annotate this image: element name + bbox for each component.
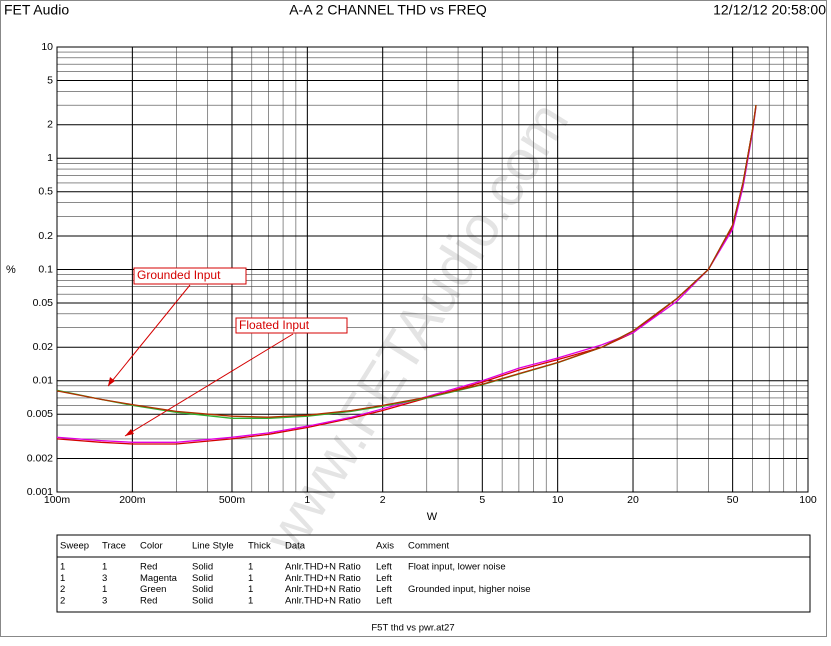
table-header: Line Style <box>192 541 234 552</box>
y-tick-label: 0.2 <box>38 230 53 242</box>
y-tick-label: 0.001 <box>27 486 53 498</box>
x-tick-label: 100m <box>44 494 71 506</box>
y-tick-label: 0.05 <box>33 297 54 309</box>
x-tick-label: 10 <box>552 494 564 506</box>
table-cell: Anlr.THD+N Ratio <box>285 562 361 573</box>
table-cell: Solid <box>192 573 213 584</box>
table-cell: Grounded input, higher noise <box>408 584 531 595</box>
annotation-arrow <box>124 333 294 437</box>
table-cell: 2 <box>60 584 65 595</box>
table-header: Color <box>140 541 163 552</box>
y-axis-label: % <box>6 264 16 276</box>
y-tick-label: 2 <box>47 119 53 131</box>
table-header: Trace <box>102 541 126 552</box>
table-cell: Anlr.THD+N Ratio <box>285 595 361 606</box>
table-cell: Float input, lower noise <box>408 562 506 573</box>
y-tick-label: 0.002 <box>27 452 53 464</box>
header-left: FET Audio <box>4 2 69 18</box>
header-right: 12/12/12 20:58:00 <box>713 2 826 18</box>
table-header: Comment <box>408 541 450 552</box>
annotation-grounded: Grounded Input <box>107 267 247 387</box>
x-tick-label: 100 <box>799 494 817 506</box>
table-cell: Left <box>376 573 392 584</box>
table-cell: Green <box>140 584 166 595</box>
x-tick-label: 50 <box>727 494 739 506</box>
y-tick-label: 0.01 <box>33 375 54 387</box>
table-cell: 3 <box>102 595 107 606</box>
series-line <box>56 106 757 443</box>
table-cell: 1 <box>60 562 65 573</box>
y-tick-label: 0.1 <box>38 263 53 275</box>
x-tick-label: 2 <box>380 494 386 506</box>
table-cell: 1 <box>248 562 253 573</box>
legend-table-border <box>56 534 811 613</box>
y-tick-label: 0.5 <box>38 186 53 198</box>
table-header: Thick <box>248 541 271 552</box>
table-cell: 1 <box>248 573 253 584</box>
y-tick-label: 1 <box>47 152 53 164</box>
table-cell: Magenta <box>140 573 178 584</box>
legend-table: Sweep Trace Color Line Style Thick Data Axis Co… <box>60 541 531 607</box>
footer: F5T thd vs pwr.at27 <box>371 623 454 634</box>
arrow-head <box>125 429 134 436</box>
table-cell: 1 <box>248 584 253 595</box>
annotation-arrow <box>107 284 191 387</box>
table-cell: Red <box>140 562 157 573</box>
annotation-text: Grounded Input <box>137 268 221 282</box>
arrow-head <box>108 377 115 386</box>
table-header: Sweep <box>60 541 89 552</box>
y-tick-label: 0.02 <box>33 341 54 353</box>
x-tick-label: 20 <box>627 494 639 506</box>
y-tick-label: 0.005 <box>27 408 53 420</box>
plot-border <box>56 46 809 493</box>
x-tick-label: 500m <box>219 494 246 506</box>
x-tick-label: 5 <box>479 494 485 506</box>
table-cell: Anlr.THD+N Ratio <box>285 573 361 584</box>
table-cell: 1 <box>248 595 253 606</box>
table-cell: 1 <box>102 562 107 573</box>
annotation-box <box>235 317 348 334</box>
y-tick-label: 5 <box>47 74 53 86</box>
table-cell: 1 <box>102 584 107 595</box>
annotation-text: Floated Input <box>239 318 310 332</box>
table-header: Data <box>285 541 306 552</box>
table-cell: Left <box>376 562 392 573</box>
table-header: Axis <box>376 541 394 552</box>
x-tick-label: 200m <box>119 494 146 506</box>
annotation-box <box>133 267 247 285</box>
table-cell: Solid <box>192 595 213 606</box>
table-cell: 3 <box>102 573 107 584</box>
x-tick-label: 1 <box>304 494 310 506</box>
table-cell: Red <box>140 595 157 606</box>
annotation-floated: Floated Input <box>124 317 348 437</box>
table-cell: Left <box>376 595 392 606</box>
table-cell: Anlr.THD+N Ratio <box>285 584 361 595</box>
table-cell: Solid <box>192 562 213 573</box>
x-axis-label: W <box>427 511 438 523</box>
series-line <box>56 105 757 418</box>
y-tick-label: 10 <box>41 41 53 53</box>
chart-title: A-A 2 CHANNEL THD vs FREQ <box>289 2 487 18</box>
lines <box>56 105 757 445</box>
table-cell: Left <box>376 584 392 595</box>
table-cell: Solid <box>192 584 213 595</box>
table-cell: 1 <box>60 573 65 584</box>
table-cell: 2 <box>60 595 65 606</box>
